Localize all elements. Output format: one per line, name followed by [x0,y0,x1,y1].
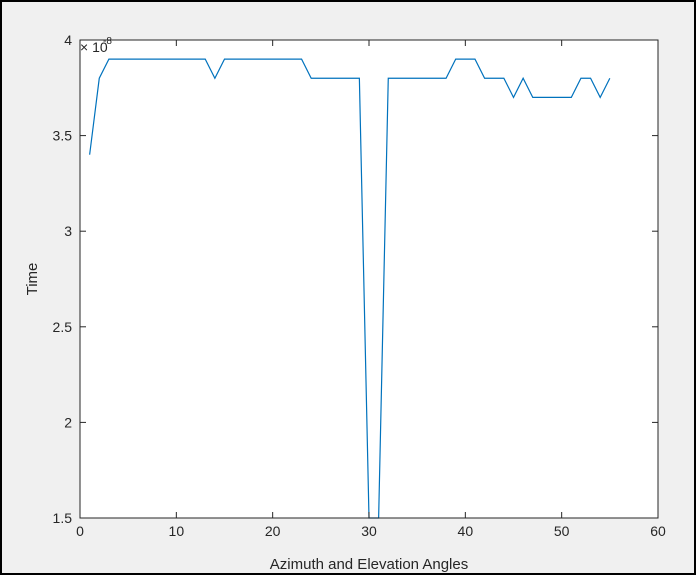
x-tick-label: 20 [265,523,281,539]
y-tick-label: 4 [64,32,72,48]
y-axis-label: Time [24,263,41,296]
x-tick-label: 0 [76,523,84,539]
x-tick-label: 30 [361,523,377,539]
plot-area [80,40,658,518]
x-tick-label: 50 [554,523,570,539]
y-exponent-label: × 10 [80,39,108,55]
y-exponent-power: -8 [103,36,112,47]
x-tick-label: 60 [650,523,666,539]
y-tick-label: 3.5 [53,128,73,144]
y-tick-label: 1.5 [53,510,73,526]
x-axis-label: Azimuth and Elevation Angles [270,556,468,573]
series-line [89,58,611,519]
y-tick-label: 2 [64,414,72,430]
x-tick-label: 10 [169,523,185,539]
y-tick-label: 2.5 [53,319,73,335]
x-tick-label: 40 [458,523,474,539]
y-tick-label: 3 [64,223,72,239]
